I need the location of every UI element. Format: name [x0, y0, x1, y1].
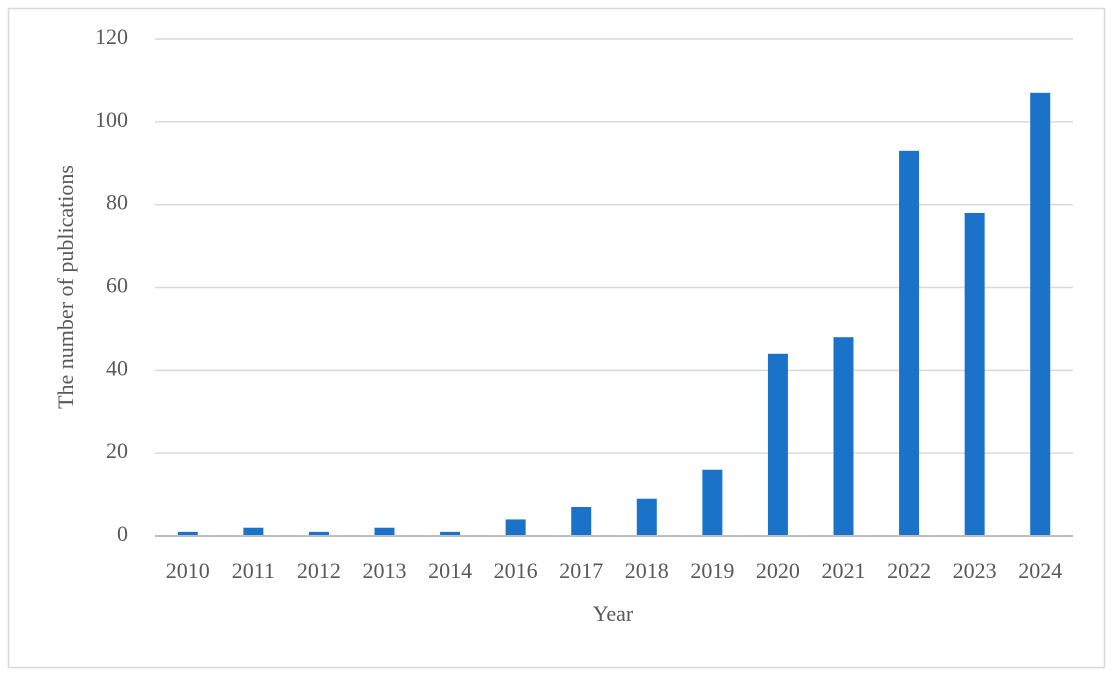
- bar: [505, 519, 526, 536]
- x-tick-label: 2017: [559, 558, 603, 583]
- x-axis-label: Year: [593, 601, 634, 626]
- x-tick-label: 2012: [297, 558, 341, 583]
- x-tick-label: 2016: [494, 558, 538, 583]
- bar: [571, 507, 592, 536]
- x-tick-label: 2010: [166, 558, 210, 583]
- bar: [702, 469, 723, 536]
- y-tick-label: 60: [106, 273, 128, 298]
- y-axis-label: The number of publications: [53, 165, 78, 409]
- x-tick-label: 2011: [232, 558, 275, 583]
- bar: [636, 498, 657, 536]
- bar: [767, 353, 788, 536]
- y-tick-label: 80: [106, 190, 128, 215]
- bar: [1030, 92, 1051, 536]
- x-tick-label: 2022: [887, 558, 931, 583]
- x-tick-label: 2020: [756, 558, 800, 583]
- bar: [374, 527, 395, 536]
- x-tick-label: 2019: [690, 558, 734, 583]
- bar: [964, 212, 985, 536]
- x-tick-label: 2018: [625, 558, 669, 583]
- x-tick-label: 2024: [1018, 558, 1062, 583]
- y-tick-label: 40: [106, 355, 128, 380]
- y-tick-label: 20: [106, 438, 128, 463]
- bar: [308, 531, 329, 536]
- y-tick-label: 120: [95, 24, 128, 49]
- bar: [243, 527, 264, 536]
- x-tick-label: 2014: [428, 558, 472, 583]
- y-tick-label: 0: [117, 521, 128, 546]
- x-tick-label: 2013: [363, 558, 407, 583]
- x-tick-label: 2021: [822, 558, 866, 583]
- bar: [177, 531, 198, 536]
- bar: [440, 531, 461, 536]
- x-tick-label: 2023: [953, 558, 997, 583]
- bar: [833, 337, 854, 536]
- chart-frame: [7, 7, 1106, 669]
- y-tick-label: 100: [95, 107, 128, 132]
- bar: [899, 150, 920, 536]
